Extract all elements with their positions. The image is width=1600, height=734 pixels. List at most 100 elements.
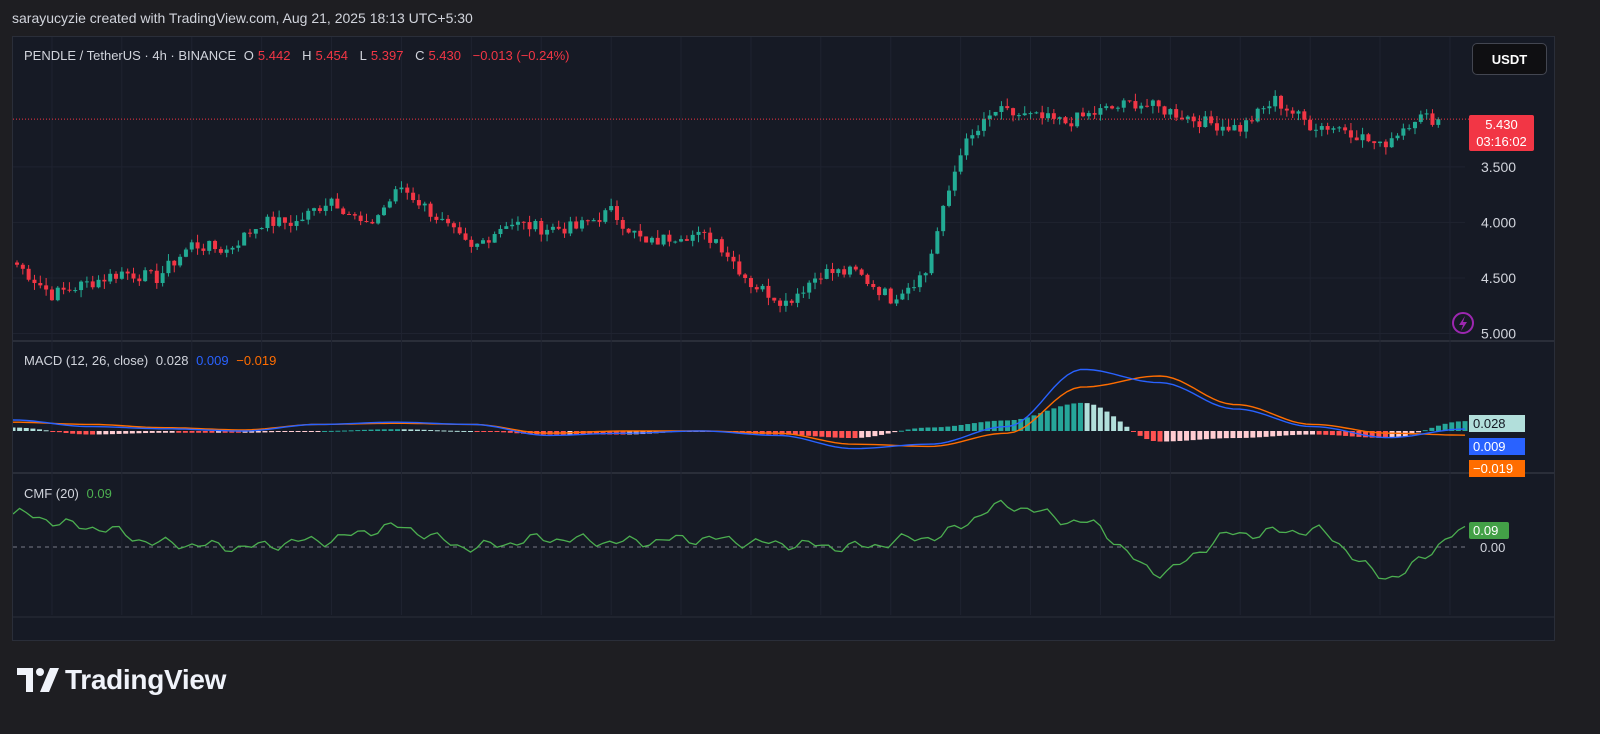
candle-body <box>1150 100 1155 106</box>
candle-body <box>743 274 748 279</box>
macd-histogram-bar <box>149 431 155 433</box>
macd-histogram-bar <box>242 431 248 433</box>
macd-histogram-bar <box>255 431 261 433</box>
macd-histogram-bar <box>826 431 832 438</box>
low-value: 5.397 <box>370 48 404 63</box>
candle-body <box>492 234 497 243</box>
macd-histogram-bar <box>1283 431 1289 436</box>
candle-body <box>871 283 876 288</box>
candle-body <box>1302 111 1307 120</box>
macd-histogram-bar <box>481 431 487 432</box>
macd-histogram-bar <box>1416 431 1422 433</box>
macd-histogram-bar <box>1435 425 1441 431</box>
candle-body <box>352 214 357 216</box>
candle-body <box>1104 106 1109 109</box>
macd-histogram-bar <box>487 431 493 432</box>
candle-body <box>154 270 159 283</box>
candle-body <box>1075 112 1080 127</box>
candle-body <box>242 232 247 246</box>
candle-body <box>1086 113 1091 117</box>
candle-body <box>1249 120 1254 122</box>
macd-histogram-bar <box>885 431 891 434</box>
candle-body <box>778 300 783 306</box>
candle-body <box>73 290 78 292</box>
candle-body <box>1197 121 1202 128</box>
candle-body <box>958 155 963 172</box>
macd-histogram-bar <box>1164 431 1170 442</box>
macd-histogram-bar <box>361 429 367 431</box>
candle-body <box>1226 126 1231 131</box>
candle-body <box>702 231 707 233</box>
candle-body <box>38 283 43 286</box>
lightning-icon <box>1452 312 1474 334</box>
chart-frame[interactable]: 5.000 4.500 4.000 3.500 PENDLE / TetherUS ·… <box>12 36 1555 641</box>
macd-histogram-bar <box>1449 422 1455 431</box>
candle-body <box>26 268 31 280</box>
price-axis-tick: 4.500 <box>1481 270 1516 286</box>
countdown-value: 03:16:02 <box>1476 134 1527 149</box>
candle-body <box>288 222 293 226</box>
macd-line <box>13 368 1466 450</box>
open-label: O <box>243 48 254 63</box>
candle-body <box>545 229 550 235</box>
macd-histogram-bar <box>222 431 228 433</box>
macd-histogram-bar <box>1005 420 1011 431</box>
candle-body <box>941 205 946 232</box>
candle-body <box>917 275 922 288</box>
open-value: 5.442 <box>257 48 291 63</box>
macd-histogram-bar <box>494 431 500 432</box>
tradingview-logo[interactable]: TradingView <box>17 664 226 696</box>
macd-histogram-bar <box>1270 431 1276 437</box>
macd-histogram-bar <box>832 431 838 438</box>
candle-body <box>498 228 503 235</box>
macd-histogram-bar <box>229 431 235 433</box>
candle-body <box>1156 100 1161 107</box>
candle-body <box>160 273 165 283</box>
candle-body <box>44 285 49 290</box>
candle-body <box>661 234 666 245</box>
macd-histogram-bar <box>1190 431 1196 441</box>
macd-histogram-bar <box>951 425 957 431</box>
macd-histogram-bar <box>37 429 43 431</box>
candle-body <box>218 249 223 253</box>
candle-body <box>486 240 491 243</box>
candle-body <box>515 221 520 225</box>
macd-histogram-bar <box>1084 403 1090 431</box>
macd-histogram-bar <box>1130 431 1136 432</box>
candle-body <box>277 217 282 226</box>
candle-body <box>248 232 252 234</box>
candle-body <box>830 268 835 274</box>
macd-histogram-bar <box>43 430 49 432</box>
macd-histogram-bar <box>786 431 792 435</box>
macd-label[interactable]: MACD (12, 26, close) <box>24 353 149 368</box>
cmf-legend-value: 0.09 <box>86 486 112 501</box>
cmf-label[interactable]: CMF (20) <box>24 486 79 501</box>
candle-body <box>813 278 818 283</box>
macd-histogram-bar <box>1409 431 1415 435</box>
candle-body <box>469 239 474 247</box>
macd-histogram-bar <box>421 429 427 431</box>
candle-body <box>1168 109 1173 115</box>
symbol-label[interactable]: PENDLE / TetherUS · 4h · BINANCE <box>24 48 237 63</box>
candle-body <box>1080 112 1085 117</box>
candle-body <box>649 237 654 243</box>
candle-body <box>1214 123 1219 131</box>
candle-body <box>772 297 777 301</box>
currency-button[interactable]: USDT <box>1472 43 1547 75</box>
candle-body <box>1360 134 1365 141</box>
candle-body <box>1022 113 1027 116</box>
chart-canvas[interactable]: 5.000 4.500 4.000 3.500 <box>13 37 1555 641</box>
macd-histogram-bar <box>898 430 904 432</box>
macd-histogram-bar <box>1243 431 1249 438</box>
candle-body <box>61 287 66 290</box>
macd-histogram-bar <box>806 431 812 436</box>
candle-body <box>84 281 89 283</box>
candle-body <box>1413 121 1417 129</box>
candle-body <box>865 274 870 284</box>
macd-histogram-bar <box>70 431 76 434</box>
candle-body <box>1040 112 1045 119</box>
macd-histogram-bar <box>454 430 460 432</box>
candle-body <box>102 279 107 282</box>
candle-body <box>632 230 637 233</box>
macd-histogram-bar <box>123 431 129 434</box>
